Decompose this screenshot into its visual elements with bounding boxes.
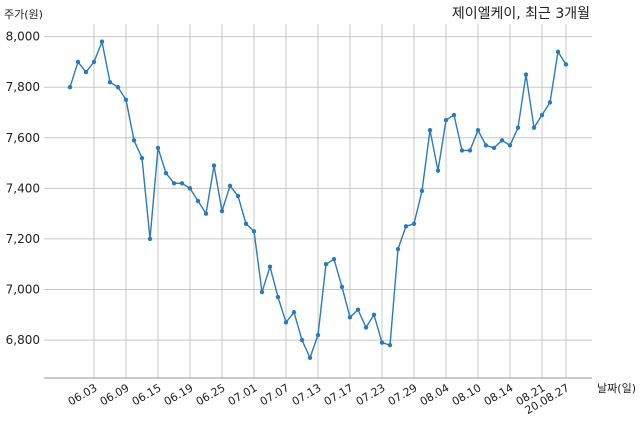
data-point xyxy=(435,168,441,173)
data-point xyxy=(131,138,137,143)
data-point xyxy=(411,221,417,226)
data-point xyxy=(83,69,89,75)
data-point xyxy=(555,49,561,55)
data-point xyxy=(475,128,481,133)
data-point xyxy=(267,264,273,269)
data-point xyxy=(211,163,217,168)
data-point xyxy=(459,148,465,153)
x-tick-label: 07.07 xyxy=(258,381,292,408)
y-tick-label: 7,200 xyxy=(6,232,40,246)
data-point xyxy=(251,229,257,234)
data-point xyxy=(99,39,105,44)
x-tick-label: 07.23 xyxy=(354,381,388,408)
data-point xyxy=(363,325,369,330)
data-point xyxy=(163,170,169,176)
data-point xyxy=(499,138,505,143)
data-point xyxy=(203,211,209,216)
x-tick-label: 08.04 xyxy=(418,381,452,408)
data-point xyxy=(547,100,553,105)
data-point xyxy=(171,181,177,186)
data-point xyxy=(195,198,201,204)
data-point xyxy=(67,85,73,90)
data-point xyxy=(395,246,401,252)
data-point xyxy=(219,208,225,214)
y-tick-label: 8,000 xyxy=(6,30,40,44)
data-point xyxy=(155,145,161,151)
data-point xyxy=(187,186,193,191)
data-point xyxy=(371,312,377,317)
data-point xyxy=(75,59,81,65)
data-point xyxy=(419,188,425,194)
data-point xyxy=(275,294,281,300)
data-point xyxy=(427,128,433,133)
x-tick-label: 06.25 xyxy=(194,381,228,408)
data-point xyxy=(331,256,337,262)
x-tick-label: 08.14 xyxy=(482,381,516,408)
data-point xyxy=(523,72,529,77)
x-tick-label: 07.29 xyxy=(386,381,420,408)
y-tick-label: 6,800 xyxy=(6,333,40,347)
data-point xyxy=(563,62,569,67)
data-point xyxy=(227,183,233,189)
data-point xyxy=(507,143,513,148)
data-point xyxy=(315,332,321,338)
data-point xyxy=(139,155,145,161)
chart-title: 제이엘케이, 최근 3개월 xyxy=(452,6,590,22)
y-axis-ticks: 6,800 7,000 7,200 7,400 7,600 7,800 8,000 xyxy=(6,30,40,347)
data-point xyxy=(403,224,409,229)
x-axis-label: 날짜(일) xyxy=(597,381,636,395)
data-point xyxy=(355,307,361,312)
data-point xyxy=(299,337,305,343)
data-point xyxy=(539,112,545,118)
data-point xyxy=(291,310,297,315)
data-point xyxy=(347,315,353,320)
x-axis-ticks: 06.0306.0906.1506.1906.2507.0107.0707.13… xyxy=(66,381,572,417)
data-point xyxy=(307,355,313,360)
x-tick-label: 06.03 xyxy=(66,381,100,408)
y-axis-label: 주가(원) xyxy=(4,8,43,21)
data-point xyxy=(107,79,113,85)
data-point xyxy=(339,284,345,290)
x-tick-label: 07.01 xyxy=(226,381,260,408)
x-tick-label: 08.10 xyxy=(450,381,484,408)
y-tick-label: 7,400 xyxy=(6,181,40,195)
data-point xyxy=(115,85,121,90)
data-point xyxy=(91,59,97,65)
data-point xyxy=(123,97,129,103)
x-tick-label: 06.15 xyxy=(130,381,164,408)
data-point xyxy=(483,143,489,148)
data-point xyxy=(491,145,497,151)
data-point xyxy=(379,340,385,345)
data-point xyxy=(235,193,241,199)
data-point xyxy=(147,236,153,242)
grid xyxy=(44,24,592,378)
y-tick-label: 7,800 xyxy=(6,80,40,94)
data-point xyxy=(179,181,185,186)
data-point xyxy=(443,117,449,123)
data-point xyxy=(515,125,521,130)
data-point xyxy=(387,342,393,348)
data-point xyxy=(283,320,289,325)
y-tick-label: 7,000 xyxy=(6,283,40,297)
data-point xyxy=(323,262,329,267)
x-tick-label: 06.09 xyxy=(98,381,132,408)
x-tick-label: 06.19 xyxy=(162,381,196,408)
data-point xyxy=(243,221,249,226)
data-point xyxy=(531,125,537,130)
price-series xyxy=(67,39,569,360)
x-tick-label: 07.13 xyxy=(290,381,324,408)
data-point xyxy=(451,112,457,118)
data-point xyxy=(259,289,265,295)
x-tick-label: 07.17 xyxy=(322,381,356,408)
data-point xyxy=(467,148,473,153)
y-tick-label: 7,600 xyxy=(6,131,40,145)
